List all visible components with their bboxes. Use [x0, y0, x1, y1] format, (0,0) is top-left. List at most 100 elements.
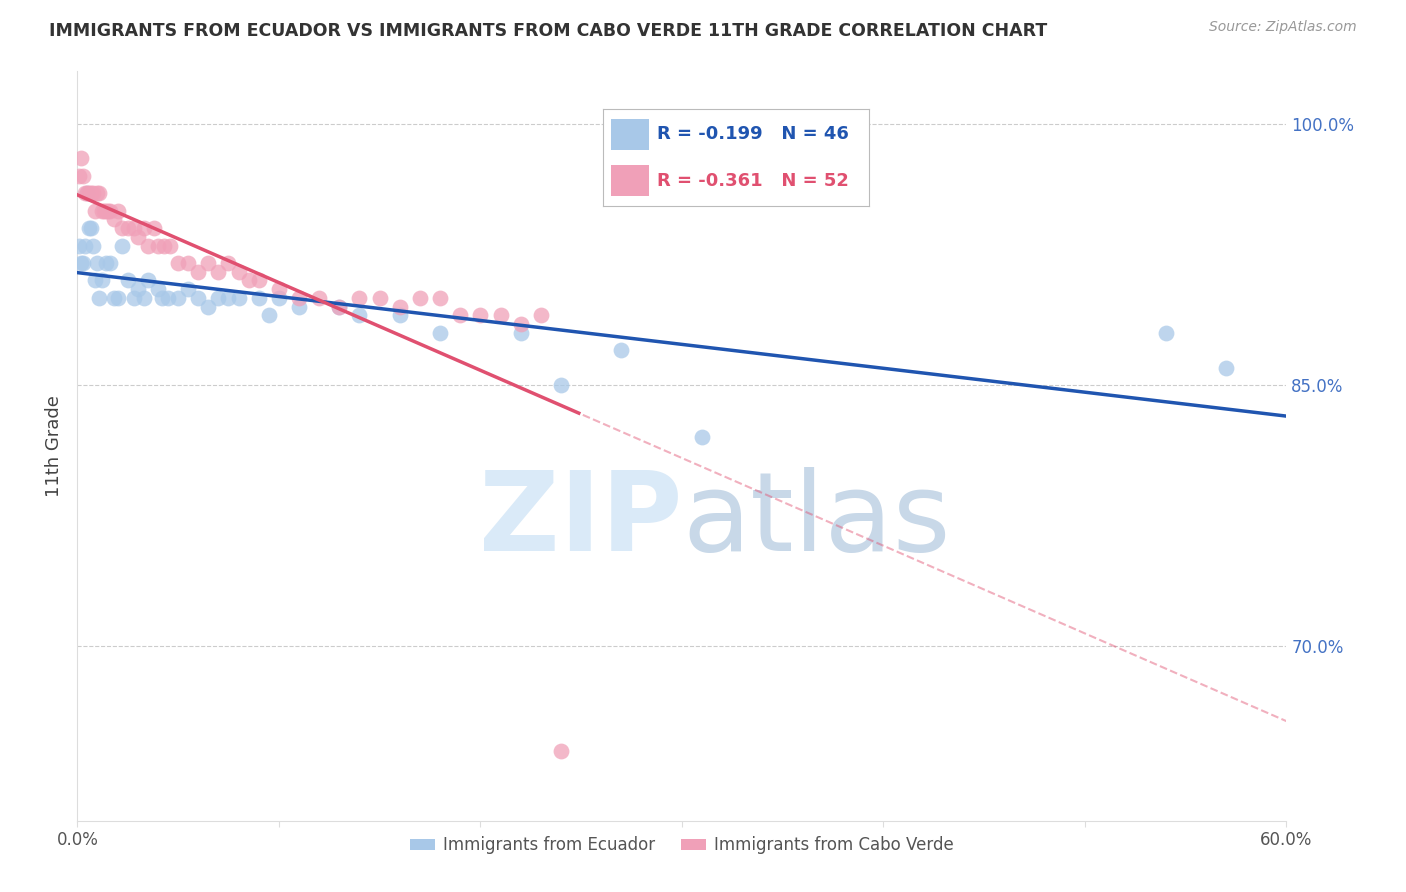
Point — [132, 221, 155, 235]
Point — [349, 291, 371, 305]
Point — [409, 291, 432, 305]
Point — [70, 256, 93, 270]
Point — [288, 300, 311, 314]
Point — [207, 265, 229, 279]
Point — [122, 221, 145, 235]
Point — [146, 282, 169, 296]
Y-axis label: 11th Grade: 11th Grade — [45, 395, 63, 497]
Point — [550, 744, 572, 758]
Point — [132, 291, 155, 305]
Point — [429, 291, 451, 305]
Point — [153, 238, 176, 252]
Text: ZIP: ZIP — [478, 467, 682, 574]
Point — [89, 291, 111, 305]
Point — [257, 308, 280, 322]
Point — [429, 326, 451, 340]
Point — [228, 291, 250, 305]
Point — [93, 203, 115, 218]
Point — [94, 256, 117, 270]
Point — [103, 212, 125, 227]
Point — [388, 300, 411, 314]
Point — [150, 291, 173, 305]
Point — [159, 238, 181, 252]
Point — [72, 256, 94, 270]
Point — [98, 256, 121, 270]
Point — [117, 221, 139, 235]
Point — [247, 273, 270, 287]
Text: Source: ZipAtlas.com: Source: ZipAtlas.com — [1209, 20, 1357, 34]
Point — [177, 282, 200, 296]
Text: IMMIGRANTS FROM ECUADOR VS IMMIGRANTS FROM CABO VERDE 11TH GRADE CORRELATION CHA: IMMIGRANTS FROM ECUADOR VS IMMIGRANTS FR… — [49, 22, 1047, 40]
Point — [349, 308, 371, 322]
Point — [82, 238, 104, 252]
Point — [146, 238, 169, 252]
Point — [267, 291, 290, 305]
Point — [82, 186, 104, 201]
Point — [89, 186, 111, 201]
Point — [308, 291, 330, 305]
Point — [79, 221, 101, 235]
Point — [368, 291, 391, 305]
Point — [111, 221, 134, 235]
Point — [177, 256, 200, 270]
Point — [96, 203, 118, 218]
Point — [550, 378, 572, 392]
Point — [136, 238, 159, 252]
Point — [187, 291, 209, 305]
Point — [67, 169, 90, 183]
Point — [197, 256, 219, 270]
Point — [94, 203, 117, 218]
Point — [218, 291, 240, 305]
Point — [76, 186, 98, 201]
Point — [187, 265, 209, 279]
Point — [267, 282, 290, 296]
Point — [136, 273, 159, 287]
Point — [70, 152, 93, 166]
Point — [122, 291, 145, 305]
Point — [75, 238, 97, 252]
Point — [197, 300, 219, 314]
Point — [80, 186, 103, 201]
Point — [328, 300, 350, 314]
Point — [1215, 360, 1237, 375]
Legend: Immigrants from Ecuador, Immigrants from Cabo Verde: Immigrants from Ecuador, Immigrants from… — [404, 830, 960, 861]
Point — [76, 186, 98, 201]
Point — [84, 203, 107, 218]
Point — [288, 291, 311, 305]
Point — [449, 308, 471, 322]
Point — [127, 230, 149, 244]
Point — [509, 326, 531, 340]
Point — [90, 273, 112, 287]
Point — [127, 282, 149, 296]
Point — [79, 186, 101, 201]
Point — [86, 256, 108, 270]
Point — [247, 291, 270, 305]
Point — [328, 300, 350, 314]
Point — [388, 308, 411, 322]
Point — [80, 221, 103, 235]
Point — [67, 238, 90, 252]
Text: atlas: atlas — [682, 467, 950, 574]
Point — [207, 291, 229, 305]
Point — [90, 203, 112, 218]
Point — [610, 343, 633, 358]
Point — [98, 203, 121, 218]
Point — [117, 273, 139, 287]
Point — [72, 169, 94, 183]
Point — [167, 291, 190, 305]
Point — [111, 238, 134, 252]
Point — [86, 186, 108, 201]
Point — [103, 291, 125, 305]
Point — [218, 256, 240, 270]
Point — [690, 430, 713, 444]
Point — [1154, 326, 1177, 340]
Point — [107, 203, 129, 218]
Point — [157, 291, 180, 305]
Point — [75, 186, 97, 201]
Point — [489, 308, 512, 322]
Point — [238, 273, 260, 287]
Point — [107, 291, 129, 305]
Point — [530, 308, 553, 322]
Point — [84, 273, 107, 287]
Point — [228, 265, 250, 279]
